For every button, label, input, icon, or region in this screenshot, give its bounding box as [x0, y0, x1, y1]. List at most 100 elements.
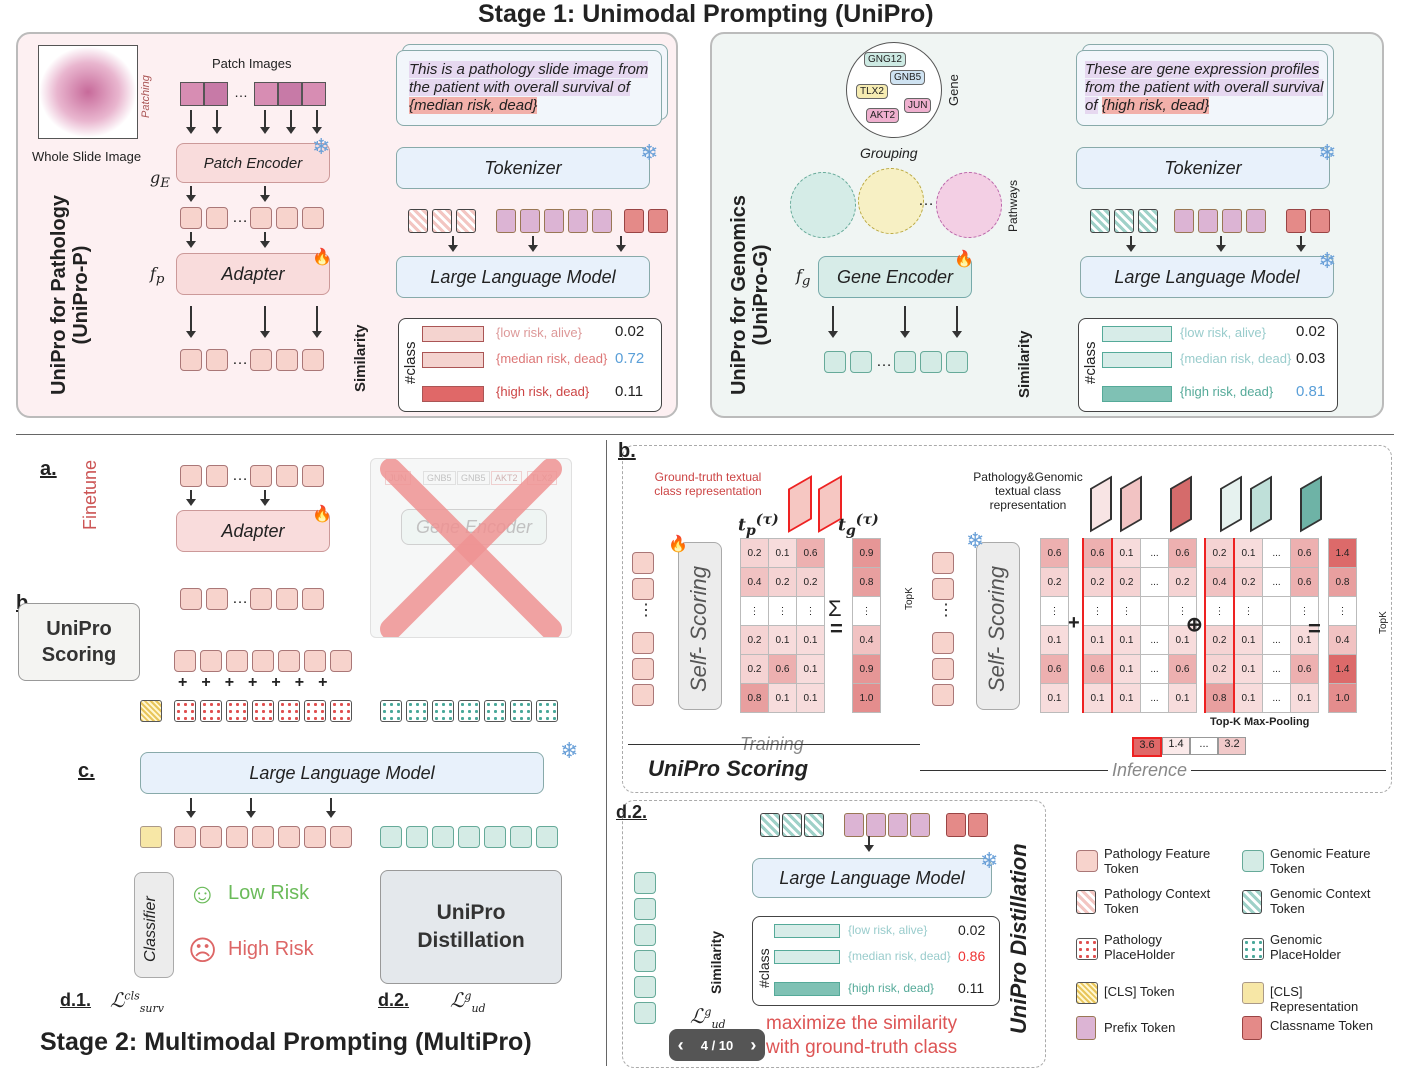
llm-box-g: Large Language Model	[1080, 256, 1334, 298]
gene-chip-0: GNG12	[864, 52, 906, 67]
score-cell: 1.4	[1328, 654, 1357, 684]
arrow	[246, 798, 256, 818]
score-cell: ⋮	[740, 596, 769, 626]
score-cell: 0.1	[768, 683, 797, 713]
low-risk-label: Low Risk	[228, 882, 310, 904]
topk-pool-label: Top-K Max-Pooling	[1210, 716, 1310, 728]
score-cell: 0.9	[852, 538, 881, 568]
class-bar-p-1	[422, 352, 484, 368]
topk-inf: TopK	[1378, 611, 1389, 634]
arrow	[186, 186, 196, 202]
frown-icon: ☹	[188, 935, 218, 966]
score-cell: 0.1	[1233, 654, 1263, 684]
class-name-g-1: {median risk, dead}	[1180, 351, 1292, 366]
self-scoring-train	[678, 542, 722, 710]
score-cell: 0.1	[768, 625, 797, 655]
prompt-box-g: These are gene expression profiles from …	[1076, 50, 1328, 126]
stage2-title: Stage 2: Multimodal Prompting (MultiPro)	[40, 1028, 532, 1056]
score-cell: 0.2	[740, 625, 769, 655]
label-d1: d.1.	[60, 990, 92, 1010]
class-name-p-2: {high risk, dead}	[496, 384, 590, 399]
score-cell: ...	[1262, 654, 1291, 684]
arrow	[260, 186, 270, 202]
stage1-title: Stage 1: Unimodal Prompting (UniPro)	[478, 0, 934, 28]
score-cell	[1140, 596, 1169, 626]
class-bar-g-2	[1102, 386, 1172, 402]
score-cell: 0.1	[1233, 538, 1263, 568]
score-cell: 1.0	[1328, 683, 1357, 713]
pathways-label: Pathways	[1006, 179, 1020, 232]
score-cell: 0.1	[768, 538, 797, 568]
pool-cell-0: 3.6	[1132, 737, 1162, 757]
grouping-label: Grouping	[860, 145, 918, 161]
adapter-box-stage2: Adapter	[176, 510, 330, 552]
score-cell: ⋮	[852, 596, 881, 626]
smile-icon: ☺	[188, 878, 217, 909]
next-page-button[interactable]: ›	[750, 1034, 757, 1055]
score-cell: 0.6	[1290, 654, 1319, 684]
loss-surv: ℒclssurv	[110, 988, 164, 1015]
scoring-title: UniPro Scoring	[648, 756, 809, 781]
score-cell: ...	[1140, 567, 1169, 597]
inference-label: Inference	[1108, 760, 1192, 781]
score-cell: 0.2	[1111, 567, 1141, 597]
high-risk-label: High Risk	[228, 938, 314, 960]
distill-title: UniPro Distillation	[1006, 843, 1031, 1034]
loss-ud: ℒgud	[450, 988, 486, 1015]
pool-cell-3: 3.2	[1218, 737, 1246, 755]
patching-label: Patching	[140, 75, 152, 118]
snowflake-icon: ❄	[1318, 248, 1337, 273]
score-cell: ...	[1262, 538, 1291, 568]
legend: Pathology Feature Token Genomic Feature …	[1074, 846, 1404, 1046]
legend-5: Genomic PlaceHolder	[1270, 932, 1341, 962]
wsi-label: Whole Slide Image	[32, 149, 142, 164]
class-label-distill: #class	[756, 948, 772, 988]
score-cell: 0.4	[1204, 567, 1235, 597]
patch-encoder-box: Patch Encoder	[176, 143, 330, 183]
label-c: c.	[78, 760, 95, 782]
gene-chip-3: AKT2	[866, 108, 900, 123]
score-cell: 0.1	[1040, 683, 1069, 713]
score-cell: 0.1	[1168, 683, 1197, 713]
score-cell: ⋮	[1111, 596, 1141, 626]
fire-icon: 🔥	[312, 506, 332, 523]
class-label-g: #class	[1082, 341, 1099, 384]
classifier-box	[134, 872, 174, 978]
class-label-p: #class	[402, 341, 419, 384]
score-cell: 0.1	[1233, 625, 1263, 655]
inf-sum-table: 1.4 0.8 ⋮ 0.4 1.4 1.0	[1328, 538, 1357, 713]
score-cell: 0.6	[1290, 567, 1319, 597]
score-cell: ⋮	[1233, 596, 1263, 626]
oplus-inf: ⊕	[1186, 614, 1203, 636]
arrow	[326, 798, 336, 818]
snowflake-icon: ❄	[560, 738, 579, 763]
score-cell: 0.8	[740, 683, 769, 713]
score-cell: ...	[1262, 625, 1291, 655]
gene-encoder-faded-panel: Gene Encoder JUN GNB5 GNB5 AKT2 TLX2	[370, 458, 572, 638]
prev-page-button[interactable]: ‹	[677, 1034, 684, 1055]
finetune-label: Finetune	[80, 459, 100, 530]
pathway-yellow	[858, 168, 924, 234]
score-cell: 0.2	[1233, 567, 1263, 597]
maximize-label: maximize the similarity with ground-trut…	[766, 1013, 958, 1058]
tokenizer-box-p: Tokenizer	[396, 147, 650, 189]
snowflake-icon: ❄	[1318, 140, 1337, 165]
arrow	[864, 836, 874, 852]
score-cell: 0.6	[1082, 538, 1113, 568]
arrow	[952, 306, 962, 338]
pathway-pink	[936, 172, 1002, 238]
class-score-g-2: 0.81	[1296, 383, 1326, 400]
faded-gene-2: GNB5	[457, 471, 490, 485]
legend-6: [CLS] Token	[1104, 984, 1175, 999]
arrow	[448, 236, 458, 252]
snowflake-icon: ❄	[312, 134, 331, 159]
label-b-right: b.	[618, 440, 636, 462]
arrow	[616, 236, 626, 252]
pathway-green	[790, 172, 856, 238]
prompt-box-p: This is a pathology slide image from the…	[396, 50, 662, 126]
f-g-label: fg	[796, 266, 811, 290]
legend-8: Prefix Token	[1104, 1020, 1176, 1035]
score-cell: 0.1	[1082, 625, 1113, 655]
arrow	[312, 110, 322, 134]
arrow	[186, 306, 196, 338]
